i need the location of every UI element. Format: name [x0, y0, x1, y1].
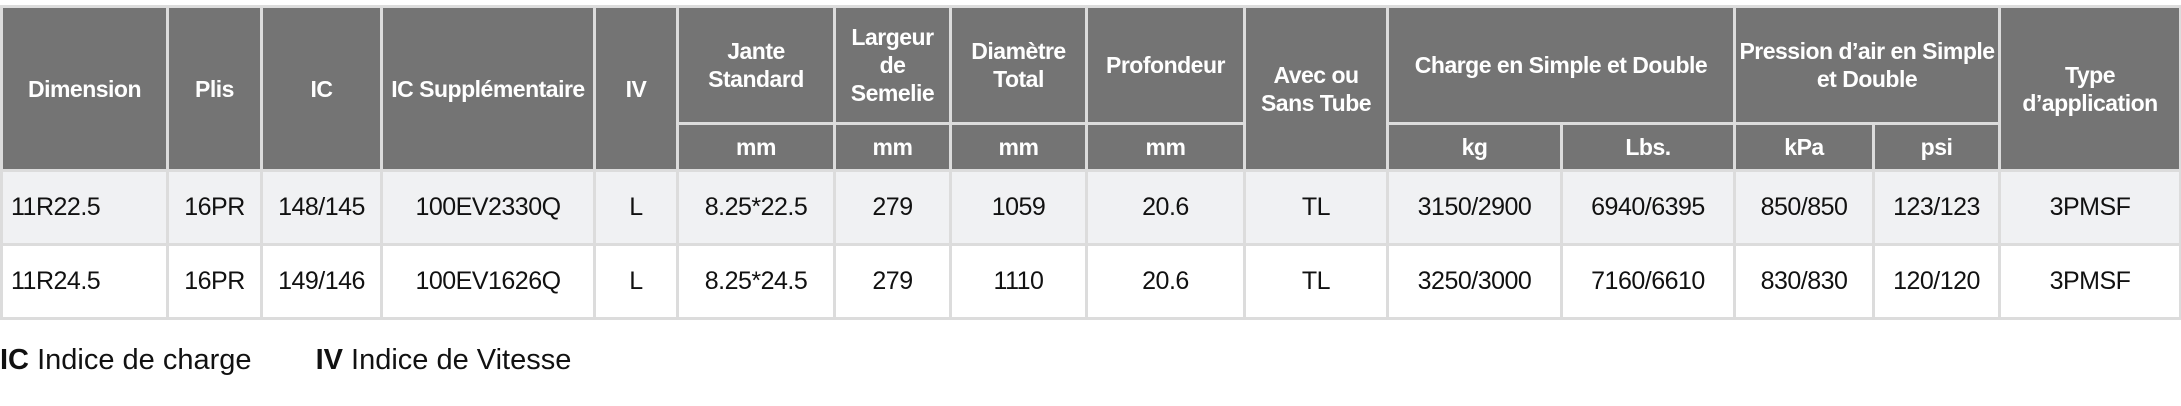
header-charge: Charge en Simple et Double	[1385, 5, 1737, 125]
table-row: 11R22.5 16PR 148/145 100EV2330Q L 8.25*2…	[0, 169, 2181, 246]
cell-kg: 3150/2900	[1386, 169, 1563, 246]
cell-iv: L	[593, 169, 679, 246]
tire-spec-table: Dimension Plis IC IC Supplémentaire IV J…	[0, 5, 2181, 320]
cell-type: 3PMSF	[1998, 243, 2181, 320]
header-type: Type d’application	[1998, 5, 2181, 172]
cell-largeur: 279	[833, 243, 952, 320]
header-dimension: Dimension	[0, 5, 169, 172]
cell-profondeur: 20.6	[1085, 243, 1246, 320]
unit-profondeur: mm	[1085, 122, 1246, 172]
header-ic-supplementaire: IC Supplémentaire	[380, 5, 596, 172]
cell-type: 3PMSF	[1998, 169, 2181, 246]
unit-lbs: Lbs.	[1559, 122, 1737, 172]
cell-plis: 16PR	[166, 243, 263, 320]
cell-jante: 8.25*24.5	[676, 243, 836, 320]
header-diametre: Diamètre Total	[949, 5, 1088, 125]
cell-kpa: 850/850	[1733, 169, 1876, 246]
unit-largeur: mm	[833, 122, 952, 172]
cell-diametre: 1059	[949, 169, 1088, 246]
cell-tube: TL	[1243, 169, 1389, 246]
cell-lbs: 7160/6610	[1559, 243, 1737, 320]
legend-item-ic: IC Indice de charge	[0, 344, 252, 376]
cell-psi: 123/123	[1872, 169, 2002, 246]
header-largeur: Largeur de Semelie	[833, 5, 952, 125]
header-plis: Plis	[166, 5, 263, 172]
unit-jante: mm	[676, 122, 836, 172]
cell-diametre: 1110	[949, 243, 1088, 320]
cell-largeur: 279	[833, 169, 952, 246]
cell-iv: L	[593, 243, 679, 320]
legend-abbr: IC	[0, 344, 29, 376]
cell-kpa: 830/830	[1733, 243, 1876, 320]
cell-psi: 120/120	[1872, 243, 2002, 320]
header-profondeur: Profondeur	[1085, 5, 1246, 125]
legend-text: Indice de Vitesse	[351, 344, 572, 376]
unit-psi: psi	[1872, 122, 2002, 172]
units-row: mm mm mm mm kg Lbs. kPa psi	[2, 122, 2181, 172]
cell-ic: 148/145	[260, 169, 383, 246]
cell-ic-supplementaire: 100EV1626Q	[380, 243, 596, 320]
header-pression: Pression d’air en Simple et Double	[1733, 5, 2002, 125]
cell-dimension: 11R24.5	[0, 243, 169, 320]
unit-kpa: kPa	[1733, 122, 1876, 172]
cell-tube: TL	[1243, 243, 1389, 320]
header-iv: IV	[593, 5, 679, 172]
cell-ic: 149/146	[260, 243, 383, 320]
cell-dimension: 11R22.5	[0, 169, 169, 246]
table-row: 11R24.5 16PR 149/146 100EV1626Q L 8.25*2…	[0, 243, 2181, 320]
header-row: Dimension Plis IC IC Supplémentaire IV J…	[0, 5, 2181, 172]
cell-ic-supplementaire: 100EV2330Q	[380, 169, 596, 246]
header-tube: Avec ou Sans Tube	[1243, 5, 1389, 172]
unit-diametre: mm	[949, 122, 1088, 172]
cell-profondeur: 20.6	[1085, 169, 1246, 246]
header-jante: Jante Standard	[676, 5, 836, 125]
cell-lbs: 6940/6395	[1559, 169, 1737, 246]
legend-abbr: IV	[315, 344, 343, 376]
cell-kg: 3250/3000	[1386, 243, 1563, 320]
legend-text: Indice de charge	[37, 344, 252, 376]
legend: IC Indice de charge IV Indice de Vitesse	[0, 344, 2181, 377]
cell-jante: 8.25*22.5	[676, 169, 836, 246]
unit-kg: kg	[1386, 122, 1563, 172]
header-ic: IC	[260, 5, 383, 172]
legend-item-iv: IV Indice de Vitesse	[316, 344, 572, 376]
cell-plis: 16PR	[166, 169, 263, 246]
